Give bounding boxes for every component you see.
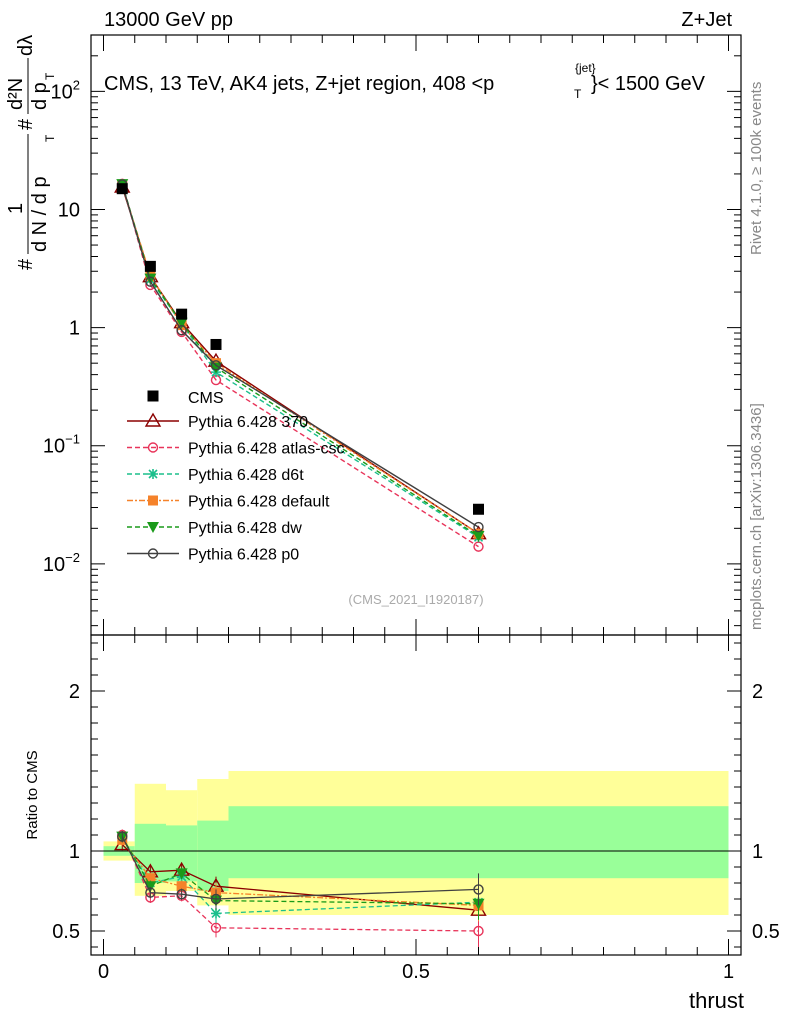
y-axis-label: # 1 d N / d p T # d²N d p T dλ (5, 35, 57, 270)
ylabel-dlambda: dλ (15, 35, 37, 56)
legend-label: Pythia 6.428 p0 (188, 547, 299, 564)
ylabel-dpt-sub: T (43, 72, 57, 80)
ratio-series-point (145, 887, 156, 898)
legend-label-cms: CMS (188, 390, 224, 407)
plot-title-sup: {jet} (575, 61, 596, 75)
y-tick-label: 10 (58, 199, 80, 221)
ratio-series-point (145, 873, 156, 884)
series-line (121, 184, 479, 528)
x-axis-label: thrust (689, 988, 744, 1013)
ratio-series-point (473, 925, 484, 937)
main-plot-frame (90, 34, 742, 636)
ratio-series-point (144, 881, 157, 893)
series-point (210, 362, 222, 374)
legend-label: Pythia 6.428 atlas-csc (188, 441, 345, 458)
ratio-axis-ticks: 0.5 0.5 1 1 2 2 (52, 642, 780, 948)
series-point (472, 531, 485, 543)
data-point (210, 338, 222, 350)
legend-label: Pythia 6.428 default (188, 494, 330, 511)
ratio-y-tick-label: 2 (69, 681, 80, 703)
ratio-y-tick-label-right: 2 (752, 681, 763, 703)
series-point (176, 325, 187, 336)
ratio-series-point (211, 908, 221, 919)
legend-marker-cms (147, 390, 159, 402)
y-tick-label: 102 (51, 77, 80, 103)
legend-marker (147, 522, 159, 533)
y-tick-label: 10−2 (43, 550, 80, 576)
legend-marker (144, 412, 162, 427)
legend-marker (147, 548, 159, 559)
ratio-bands (91, 771, 741, 915)
ratio-series-point (176, 881, 187, 892)
y-tick-label-base: 10 (51, 81, 73, 103)
series-line (121, 184, 479, 538)
rivet-label: Rivet 4.1.0, ≥ 100k events (748, 82, 765, 255)
legend-label: Pythia 6.428 370 (188, 414, 308, 431)
series-point (145, 276, 156, 287)
y-tick-label: 10−1 (43, 432, 80, 458)
y-tick-label-exp: −2 (65, 550, 80, 565)
legend-marker (147, 442, 159, 453)
ratio-series-point (473, 884, 484, 895)
ratio-series (114, 829, 487, 947)
ratio-y-tick-label: 0.5 (52, 921, 80, 943)
x-tick-label: 0 (98, 961, 109, 983)
legend-label: Pythia 6.428 dw (188, 520, 302, 537)
series-point (473, 521, 484, 533)
legend: CMS Pythia 6.428 370 Pythia 6.428 atlas-cs… (127, 390, 345, 564)
y-tick-label: 1 (69, 318, 80, 340)
y-tick-label-base: 10 (43, 436, 65, 458)
x-tick-label: 1 (723, 961, 734, 983)
ylabel-frac-den: d N / d p (29, 176, 51, 252)
ylabel-frac-num: 1 (5, 203, 27, 214)
ylabel-frac-den-sub: T (43, 134, 57, 142)
data-point (144, 260, 156, 272)
series-point (210, 360, 222, 371)
series-point (473, 541, 484, 552)
ratio-axis-label: Ratio to CMS (24, 750, 41, 839)
y-tick-label-exp: −1 (65, 432, 80, 447)
plot-title-sub: T (574, 87, 582, 101)
ratio-y-tick-label-right: 0.5 (752, 921, 780, 943)
series-point (175, 317, 188, 329)
data-point (176, 308, 188, 320)
plot-title-tail: }< 1500 GeV (591, 73, 706, 95)
ylabel-prefix: # (15, 258, 37, 270)
ratio-series-point (175, 868, 188, 880)
legend-marker (148, 495, 158, 506)
ratio-y-tick-label-right: 1 (752, 841, 763, 863)
ratio-y-tick-label: 1 (69, 841, 80, 863)
y-tick-label-exp: 2 (73, 77, 80, 92)
data-point (116, 183, 128, 195)
ratio-series-point (210, 922, 222, 933)
ratio-band-green (197, 820, 229, 891)
plot-title-main: CMS, 13 TeV, AK4 jets, Z+jet region, 408… (104, 73, 494, 95)
ylabel-dpt: d p (29, 82, 51, 110)
header-left: 13000 GeV pp (104, 9, 233, 31)
y-tick-label-base: 10 (43, 554, 65, 576)
ratio-series-point (117, 831, 128, 842)
ratio-band-green (228, 806, 729, 879)
ylabel-hash2: # (15, 118, 37, 130)
main-series (114, 178, 487, 552)
legend-marker (148, 469, 158, 479)
x-tick-label: 0.5 (402, 961, 430, 983)
ratio-series-point (210, 893, 222, 905)
series-line (121, 183, 479, 548)
data-point (473, 503, 484, 515)
analysis-tag: (CMS_2021_I1920187) (348, 592, 483, 607)
ratio-series-point (176, 889, 187, 900)
legend-label: Pythia 6.428 d6t (188, 467, 304, 484)
plot-title: CMS, 13 TeV, AK4 jets, Z+jet region, 408… (104, 73, 494, 95)
mcplots-label: mcplots.cern.ch [arXiv:1306.3436] (748, 403, 765, 630)
header-right: Z+Jet (681, 9, 732, 31)
ylabel-d2n: d²N (5, 78, 27, 110)
